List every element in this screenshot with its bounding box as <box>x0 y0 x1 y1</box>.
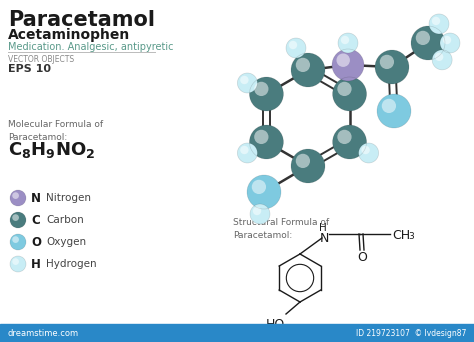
Circle shape <box>254 130 268 144</box>
Circle shape <box>12 236 19 243</box>
Text: Nitrogen: Nitrogen <box>46 193 91 203</box>
Circle shape <box>10 212 26 228</box>
Circle shape <box>337 53 350 67</box>
Text: N: N <box>31 192 41 205</box>
Circle shape <box>10 256 26 272</box>
Circle shape <box>12 258 19 265</box>
Text: ID 219723107  © lvdesign87: ID 219723107 © lvdesign87 <box>356 329 466 338</box>
Circle shape <box>375 50 409 84</box>
Circle shape <box>253 207 261 215</box>
Circle shape <box>249 125 283 159</box>
Circle shape <box>382 99 396 113</box>
Text: HO: HO <box>266 318 285 331</box>
Text: CH: CH <box>392 229 410 242</box>
Text: Medication. Analgesic, antipyretic: Medication. Analgesic, antipyretic <box>8 42 173 52</box>
Circle shape <box>337 82 352 96</box>
Text: Molecular Formula of
Paracetamol:: Molecular Formula of Paracetamol: <box>8 120 103 142</box>
Circle shape <box>416 31 430 45</box>
Circle shape <box>440 33 460 53</box>
Circle shape <box>237 73 257 93</box>
Circle shape <box>361 146 370 154</box>
Circle shape <box>10 190 26 206</box>
Circle shape <box>359 143 379 163</box>
Text: Hydrogen: Hydrogen <box>46 259 97 269</box>
Circle shape <box>333 125 366 159</box>
Text: 3: 3 <box>408 232 414 241</box>
Circle shape <box>240 76 248 84</box>
Text: O: O <box>357 251 367 264</box>
Bar <box>0 324 474 342</box>
Circle shape <box>338 33 358 53</box>
Circle shape <box>296 154 310 168</box>
Circle shape <box>12 214 19 221</box>
Text: EPS 10: EPS 10 <box>8 64 51 74</box>
Circle shape <box>291 149 325 183</box>
Text: Carbon: Carbon <box>46 215 84 225</box>
Circle shape <box>254 82 268 96</box>
Circle shape <box>249 77 283 111</box>
Text: H: H <box>319 223 327 233</box>
Circle shape <box>377 94 411 128</box>
Text: H: H <box>31 258 41 271</box>
Circle shape <box>237 143 257 163</box>
Circle shape <box>411 26 445 60</box>
Text: Structural Formula of
Paracetamol:: Structural Formula of Paracetamol: <box>233 218 329 239</box>
Circle shape <box>296 58 310 72</box>
Circle shape <box>341 36 349 44</box>
Text: C: C <box>31 213 40 226</box>
Circle shape <box>332 49 364 81</box>
Text: $\mathbf{C_8H_9NO_2}$: $\mathbf{C_8H_9NO_2}$ <box>8 140 95 160</box>
Circle shape <box>432 50 452 70</box>
Circle shape <box>289 41 297 49</box>
Circle shape <box>337 130 352 144</box>
Circle shape <box>252 180 266 194</box>
Circle shape <box>333 77 366 111</box>
Text: VECTOR OBJECTS: VECTOR OBJECTS <box>8 55 74 64</box>
Text: Acetaminophen: Acetaminophen <box>8 28 130 42</box>
Text: dreamstime.com: dreamstime.com <box>8 329 79 338</box>
Text: Paracetamol: Paracetamol <box>8 10 155 30</box>
Circle shape <box>435 53 443 61</box>
Circle shape <box>432 17 440 25</box>
Circle shape <box>291 53 325 87</box>
Circle shape <box>240 146 248 154</box>
Circle shape <box>443 36 451 44</box>
Circle shape <box>247 175 281 209</box>
Circle shape <box>286 38 306 58</box>
Text: N: N <box>319 232 328 245</box>
Circle shape <box>429 14 449 34</box>
Circle shape <box>10 234 26 250</box>
Text: Oxygen: Oxygen <box>46 237 86 247</box>
Text: O: O <box>31 236 41 249</box>
Circle shape <box>12 192 19 199</box>
Circle shape <box>250 204 270 224</box>
Circle shape <box>380 55 394 69</box>
